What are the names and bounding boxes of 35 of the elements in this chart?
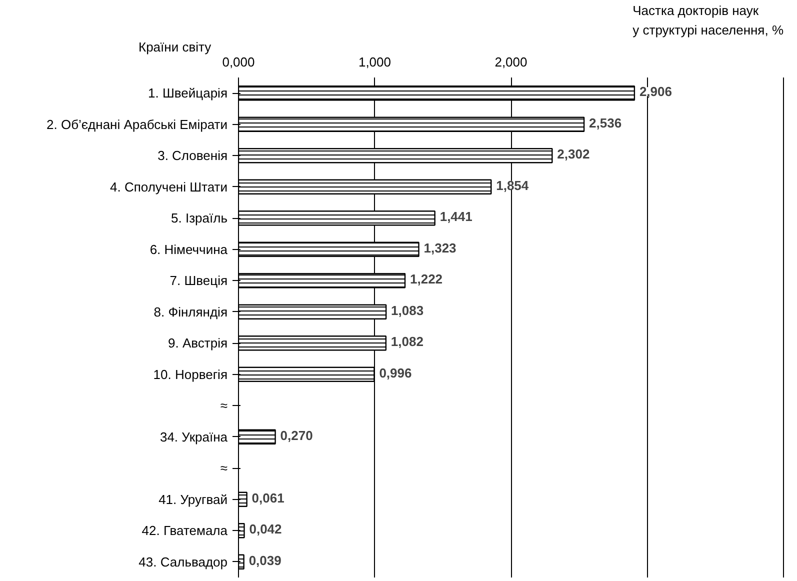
y-tick-label: 6. Німеччина <box>150 242 228 257</box>
data-label: 1,082 <box>390 334 424 350</box>
x-tick-label: 1,000 <box>358 54 392 70</box>
data-label: 1,083 <box>391 302 424 318</box>
data-label: 1,222 <box>410 272 443 287</box>
y-tick-label: 34. Україна <box>160 429 228 444</box>
y-tick-label: 7. Швеція <box>170 273 228 288</box>
y-tick-label: 3. Словенія <box>158 148 228 164</box>
y-axis-title: Країни світу <box>138 40 212 54</box>
x-axis-title: Частка докторів наук у структурі населення, % <box>632 3 784 38</box>
data-label: 2,536 <box>589 115 622 130</box>
data-label: 2,906 <box>639 84 672 100</box>
y-tick-label: 10. Норвегія <box>153 366 228 382</box>
y-tick-label: ≈ <box>220 460 228 476</box>
y-tick-label: 41. Уругвай <box>158 492 228 507</box>
y-tick-label: ≈ <box>220 398 228 414</box>
y-tick-label: 43. Сальвадор <box>138 554 228 570</box>
x-tick-label: 2,000 <box>494 54 528 70</box>
data-label: 1,441 <box>440 209 472 224</box>
y-tick-label: 8. Фінляндія <box>154 304 228 320</box>
y-tick-label: 4. Сполучені Штати <box>110 179 228 194</box>
data-label: 0,996 <box>379 365 412 380</box>
data-label: 0,042 <box>249 522 282 537</box>
x-tick-label: 0,000 <box>222 54 255 70</box>
y-tick-label: 5. Ізраїль <box>171 210 228 226</box>
y-tick-label: 1. Швейцарія <box>148 86 228 101</box>
y-tick-label: 9. Австрія <box>168 336 228 351</box>
data-label: 0,039 <box>248 552 282 568</box>
data-label: 0,061 <box>252 490 284 506</box>
data-label: 0,270 <box>280 428 313 443</box>
data-label: 1,854 <box>496 178 530 193</box>
data-label: 2,302 <box>557 146 590 162</box>
y-tick-label: 42. Гватемала <box>142 523 228 538</box>
data-label: 1,323 <box>424 240 456 256</box>
y-tick-label: 2. Об’єднані Арабські Емірати <box>46 116 228 132</box>
